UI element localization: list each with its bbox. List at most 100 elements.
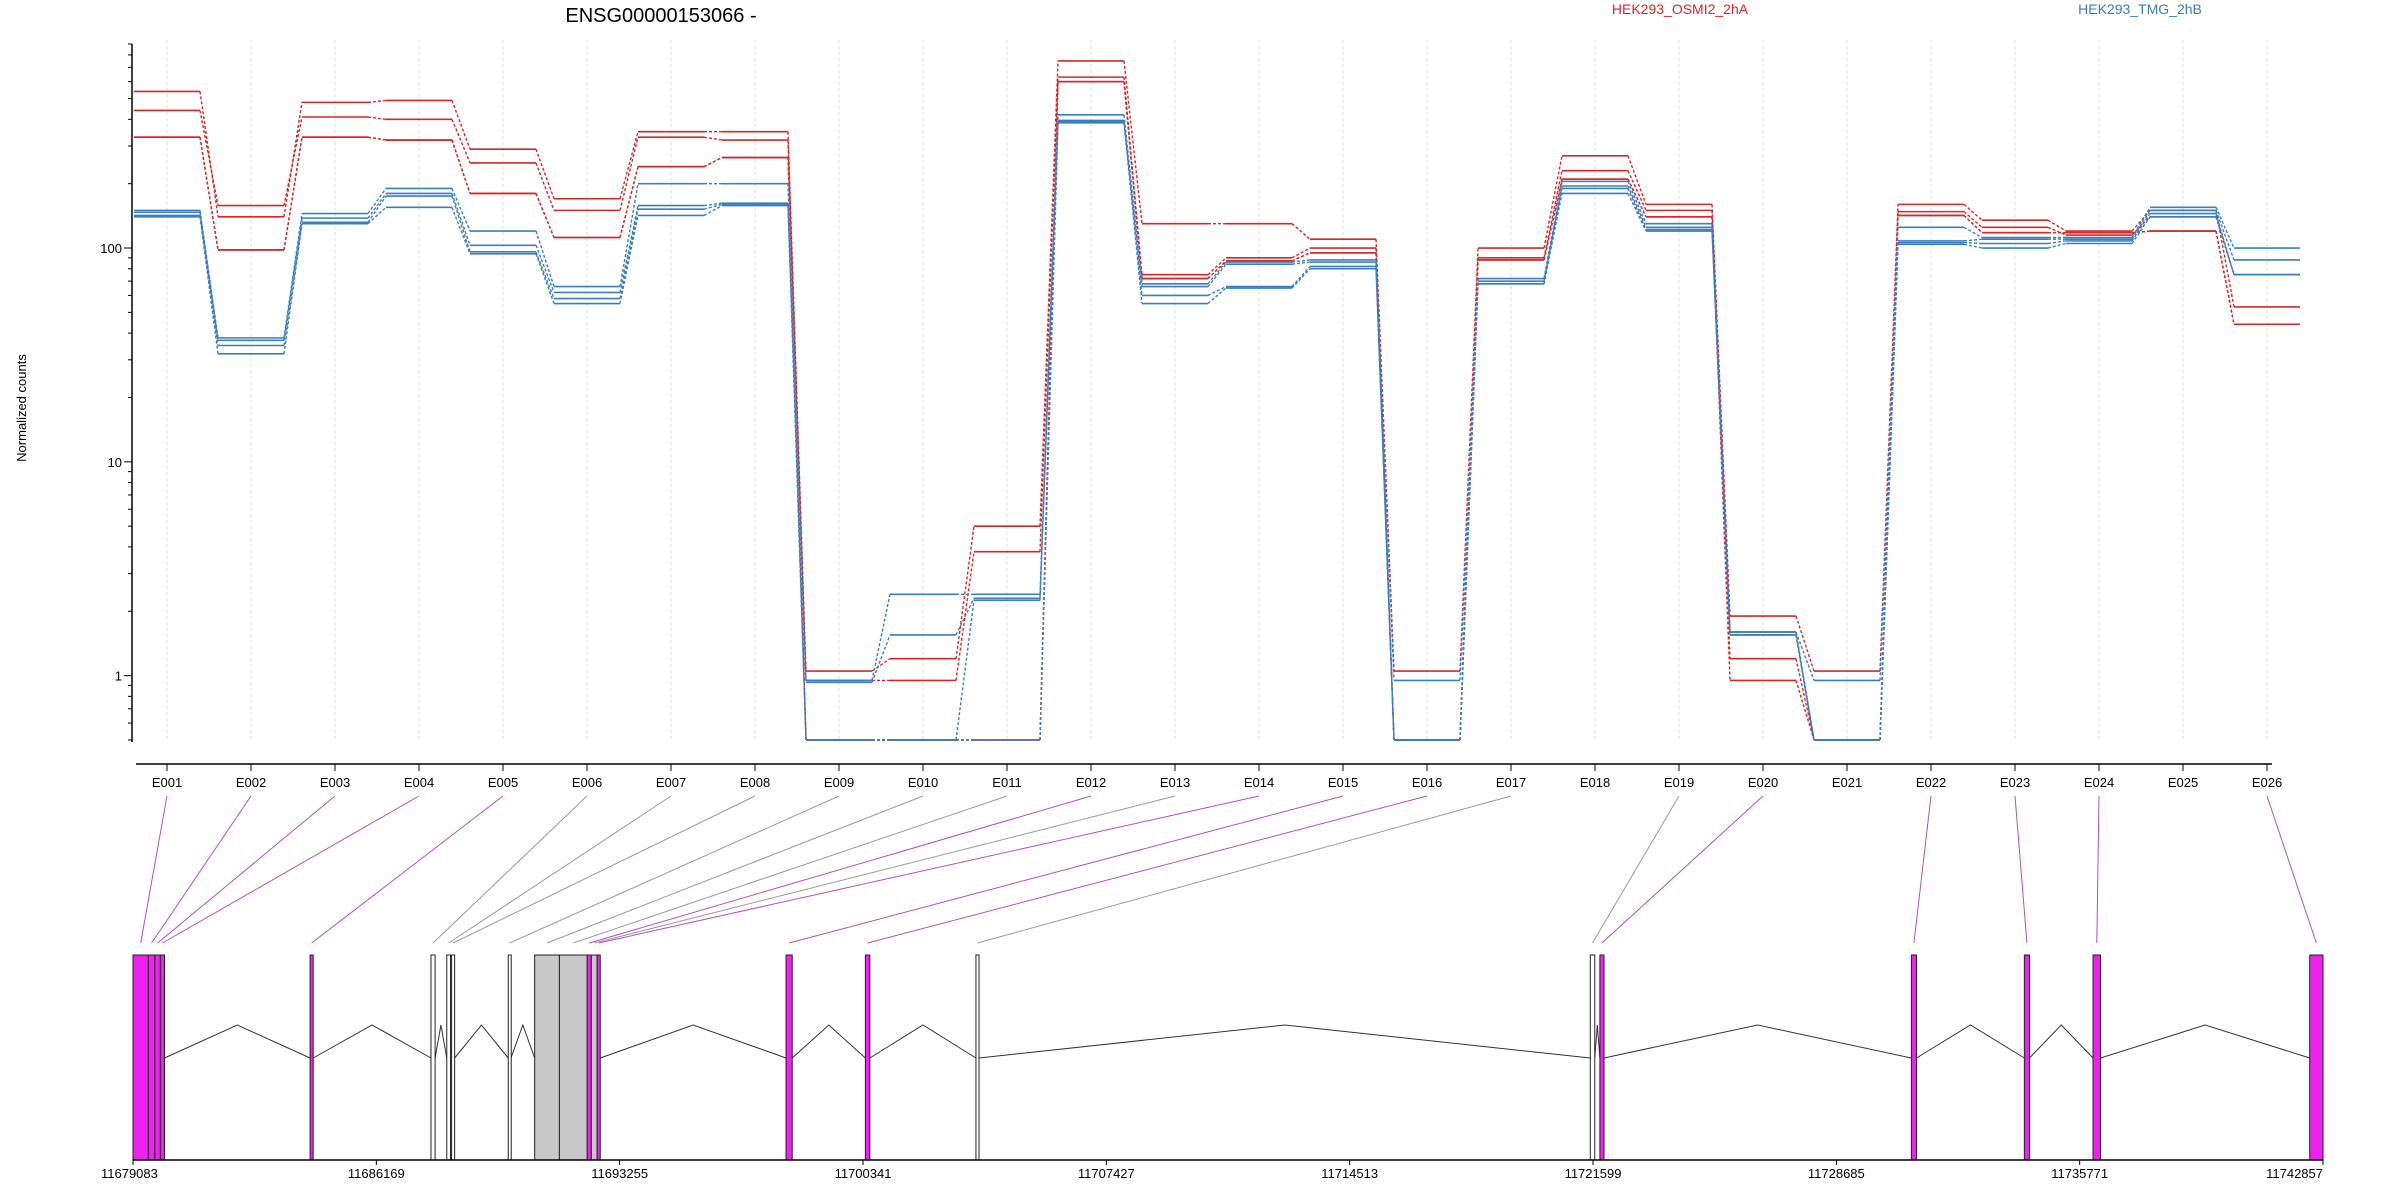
- series-connector: [367, 206, 387, 225]
- x-tick-label-e005: E005: [488, 775, 518, 790]
- x-tick-label-e026: E026: [2252, 775, 2282, 790]
- series-connector: [1123, 81, 1143, 279]
- series-connector: [2131, 206, 2151, 238]
- exon-e024: [2092, 954, 2102, 1161]
- coord-label-11679083: 11679083: [101, 1166, 158, 1181]
- series-connector: [1543, 181, 1563, 279]
- series-connector: [955, 551, 975, 681]
- series-connector: [1207, 261, 1227, 285]
- connector-e023: [2014, 795, 2028, 944]
- connector-e013: [594, 795, 1176, 944]
- series-connector: [451, 188, 471, 232]
- series-connector: [1795, 631, 1815, 741]
- connector-e014: [598, 795, 1260, 944]
- series-connector: [703, 136, 723, 141]
- series-connector: [955, 526, 975, 659]
- x-tick-label-e020: E020: [1748, 775, 1778, 790]
- connector-e002: [151, 795, 252, 944]
- series-connector: [1123, 60, 1143, 224]
- series-connector: [535, 148, 555, 199]
- coord-label-11728685: 11728685: [1808, 1166, 1865, 1181]
- intron: [434, 1024, 448, 1059]
- x-tick-label-e019: E019: [1664, 775, 1694, 790]
- series-connector: [1627, 181, 1647, 224]
- series-connector: [871, 594, 891, 681]
- exon-e026: [2309, 954, 2324, 1161]
- coord-label-11714513: 11714513: [1321, 1166, 1378, 1181]
- series-connector: [619, 183, 639, 287]
- x-tick-label-e003: E003: [320, 775, 350, 790]
- series-connector: [2047, 240, 2067, 245]
- series-connector: [619, 166, 639, 238]
- coord-label-11707427: 11707427: [1078, 1166, 1135, 1181]
- series-connector: [451, 193, 471, 246]
- x-tick-label-e004: E004: [404, 775, 434, 790]
- exon-connectors: [140, 795, 2317, 944]
- connector-e024: [2096, 795, 2100, 944]
- series-connector: [1795, 634, 1815, 741]
- exon-e011: [558, 954, 588, 1161]
- series-connector: [1711, 231, 1731, 635]
- x-tick-label-e015: E015: [1328, 775, 1358, 790]
- connector-e001: [140, 795, 168, 944]
- series-connector: [1963, 203, 1983, 221]
- x-tick-label-e024: E024: [2084, 775, 2114, 790]
- series-connector: [1123, 122, 1143, 304]
- series-connector: [1627, 178, 1647, 218]
- series-connector: [619, 131, 639, 199]
- x-axis: E001 E002 E003 E004 E005 E006 E007 E008 E009 E010…: [136, 763, 2282, 790]
- x-tick-label-e008: E008: [740, 775, 770, 790]
- series-connector: [1375, 266, 1395, 741]
- series-connector: [1795, 615, 1815, 672]
- series-hek293-osmi2-2ha-0: [134, 60, 2300, 672]
- series-hek293-osmi2-2ha-3: [134, 80, 2300, 741]
- connector-e016: [867, 795, 1428, 944]
- connector-e017: [977, 795, 1512, 944]
- x-tick-label-e001: E001: [152, 775, 182, 790]
- x-tick-label-e021: E021: [1832, 775, 1862, 790]
- intron: [1916, 1024, 2025, 1059]
- series-connector: [283, 116, 303, 206]
- series-connector: [451, 139, 471, 194]
- series-connector: [451, 119, 471, 164]
- series-connector: [703, 202, 723, 207]
- x-tick-label-e022: E022: [1916, 775, 1946, 790]
- series-connector: [2215, 207, 2235, 249]
- series-connector: [451, 195, 471, 253]
- series-connector: [703, 204, 723, 217]
- exon-e005: [309, 954, 314, 1161]
- series-connector: [535, 162, 555, 211]
- series-connector: [1627, 155, 1647, 205]
- intron: [2029, 1024, 2094, 1059]
- genomic-coordinate-axis: 11679083 11686169 11693255 11700341 11707427…: [101, 1160, 2324, 1181]
- series-hek293-tmg-2hb-7: [134, 122, 2300, 741]
- series-connector: [1291, 261, 1311, 265]
- series-connector: [1207, 263, 1227, 288]
- connector-e007: [448, 795, 672, 944]
- series-connector: [1291, 259, 1311, 263]
- series-connector: [1963, 243, 1983, 249]
- intron: [978, 1024, 1591, 1059]
- x-tick-label-e011: E011: [992, 775, 1021, 790]
- exon-e019: [1589, 954, 1596, 1161]
- series-connector: [1963, 211, 1983, 228]
- series-connector: [703, 156, 723, 168]
- series-connector: [2131, 216, 2151, 244]
- series-connector: [1963, 214, 1983, 234]
- connector-e022: [1913, 795, 1932, 944]
- coord-label-11700341: 11700341: [835, 1166, 892, 1181]
- intron: [600, 1024, 787, 1059]
- coord-label-11735771: 11735771: [2051, 1166, 2108, 1181]
- x-tick-label-e006: E006: [572, 775, 602, 790]
- connector-e004: [162, 795, 420, 944]
- series-connector: [451, 100, 471, 150]
- series-connector: [2131, 230, 2151, 234]
- series-connector: [367, 99, 387, 104]
- coord-label-11742857: 11742857: [2266, 1166, 2323, 1181]
- x-tick-label-e007: E007: [656, 775, 686, 790]
- series-connector: [367, 195, 387, 223]
- series-connector: [1627, 185, 1647, 228]
- series-connector: [1963, 238, 1983, 242]
- x-tick-label-e012: E012: [1076, 775, 1106, 790]
- connector-e019: [1592, 795, 1680, 944]
